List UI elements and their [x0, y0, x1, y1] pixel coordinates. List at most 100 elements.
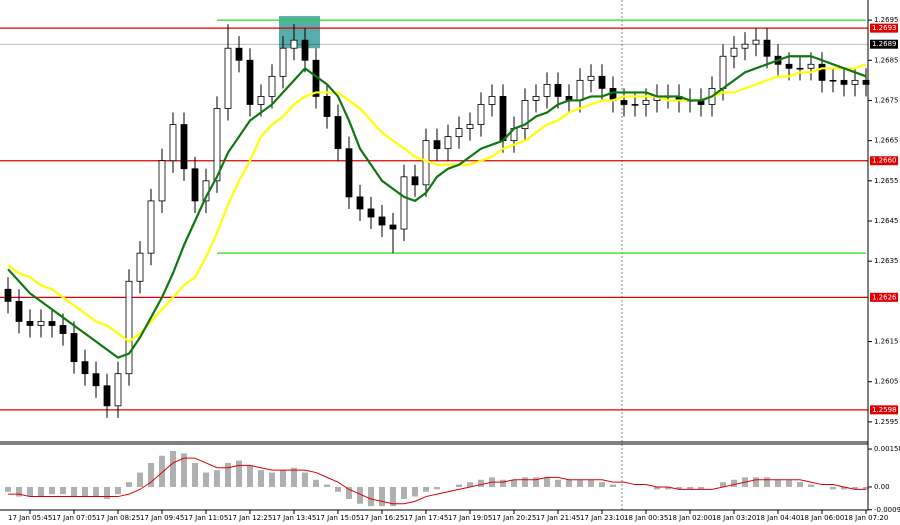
candle-body — [642, 100, 650, 105]
histogram-bar — [159, 455, 165, 487]
candle-body — [169, 124, 177, 162]
candle-body — [444, 136, 452, 150]
x-tick-label: 17 Jan 15:05 — [316, 514, 360, 522]
candle-body — [598, 75, 606, 89]
y-tick-label: 1.2605 — [874, 378, 899, 386]
y-tick-label: -0.00095 — [874, 506, 900, 514]
histogram-bar — [434, 486, 440, 490]
candle-body — [455, 128, 463, 138]
histogram-bar — [566, 479, 572, 487]
candle-body — [752, 39, 760, 45]
histogram-bar — [830, 486, 836, 490]
histogram-bar — [731, 479, 737, 487]
candle-body — [763, 39, 771, 57]
candle-body — [422, 140, 430, 186]
candle-body — [554, 83, 562, 97]
candle-body — [125, 280, 133, 375]
histogram-bar — [786, 479, 792, 487]
histogram-bar — [49, 486, 55, 495]
histogram-bar — [126, 482, 132, 487]
level-label: 1.2598 — [872, 406, 897, 414]
histogram-bar — [863, 486, 869, 490]
x-tick-label: 17 Jan 21:45 — [536, 514, 580, 522]
histogram-bar — [357, 486, 363, 504]
x-tick-label: 17 Jan 05:45 — [8, 514, 52, 522]
y-tick-label: 1.2695 — [874, 16, 899, 24]
candle-body — [796, 67, 804, 70]
candle-body — [213, 108, 221, 182]
candle-body — [521, 100, 529, 129]
histogram-bar — [71, 486, 77, 497]
x-tick-label: 17 Jan 09:45 — [140, 514, 184, 522]
x-tick-label: 18 Jan 02:00 — [668, 514, 712, 522]
histogram-bar — [27, 486, 33, 497]
candle-body — [477, 104, 485, 125]
candle-body — [356, 196, 364, 210]
histogram-bar — [775, 479, 781, 487]
x-tick-label: 17 Jan 11:05 — [184, 514, 228, 522]
x-tick-label: 17 Jan 20:25 — [492, 514, 536, 522]
histogram-bar — [225, 462, 231, 487]
histogram-bar — [5, 486, 11, 492]
candle-body — [862, 79, 870, 85]
level-label: 1.2626 — [872, 293, 897, 301]
candle-body — [103, 385, 111, 407]
x-tick-label: 18 Jan 00:35 — [624, 514, 668, 522]
histogram-bar — [170, 450, 176, 487]
level-label-bg — [870, 39, 898, 49]
candle-body — [147, 200, 155, 254]
level-label: 1.2689 — [872, 40, 897, 48]
y-tick-label: 1.2685 — [874, 56, 899, 64]
candle-body — [400, 176, 408, 230]
histogram-bar — [60, 486, 66, 495]
histogram-bar — [423, 486, 429, 492]
candle-body — [576, 79, 584, 101]
histogram-bar — [599, 482, 605, 487]
histogram-bar — [544, 477, 550, 487]
histogram-bar — [456, 484, 462, 487]
histogram-bar — [324, 484, 330, 487]
candle-body — [224, 47, 232, 109]
candle-body — [389, 224, 397, 230]
candle-body — [741, 43, 749, 49]
histogram-bar — [192, 462, 198, 487]
y-tick-label: 0.00 — [874, 483, 890, 491]
candle-body — [92, 373, 100, 387]
histogram-bar — [16, 486, 22, 497]
histogram-bar — [82, 486, 88, 497]
candle-body — [433, 140, 441, 150]
candle-body — [345, 148, 353, 198]
x-tick-label: 17 Jan 16:25 — [360, 514, 404, 522]
x-tick-label: 18 Jan 06:00 — [800, 514, 844, 522]
histogram-bar — [511, 479, 517, 487]
histogram-bar — [665, 486, 671, 490]
candle-body — [235, 47, 243, 61]
candle-body — [367, 208, 375, 218]
histogram-bar — [500, 479, 506, 487]
histogram-bar — [720, 482, 726, 487]
candle-body — [4, 288, 12, 302]
histogram-bar — [522, 477, 528, 487]
candle-body — [15, 300, 23, 322]
histogram-bar — [797, 482, 803, 487]
candle-body — [290, 39, 298, 49]
level-label-bg — [870, 156, 898, 166]
histogram-bar — [808, 484, 814, 487]
candle-body — [532, 96, 540, 101]
candle-body — [268, 75, 276, 97]
x-tick-label: 17 Jan 07:05 — [52, 514, 96, 522]
x-tick-label: 17 Jan 12:25 — [228, 514, 272, 522]
x-tick-label: 17 Jan 19:05 — [448, 514, 492, 522]
level-label: 1.2660 — [872, 157, 897, 165]
histogram-bar — [280, 470, 286, 487]
level-label-bg — [870, 23, 898, 33]
histogram-bar — [93, 486, 99, 497]
histogram-bar — [137, 472, 143, 487]
histogram-bar — [335, 486, 341, 492]
y-tick-label: 1.2615 — [874, 338, 899, 346]
candle-body — [719, 55, 727, 89]
histogram-bar — [698, 486, 704, 490]
x-tick-label: 18 Jan 03:20 — [712, 514, 756, 522]
